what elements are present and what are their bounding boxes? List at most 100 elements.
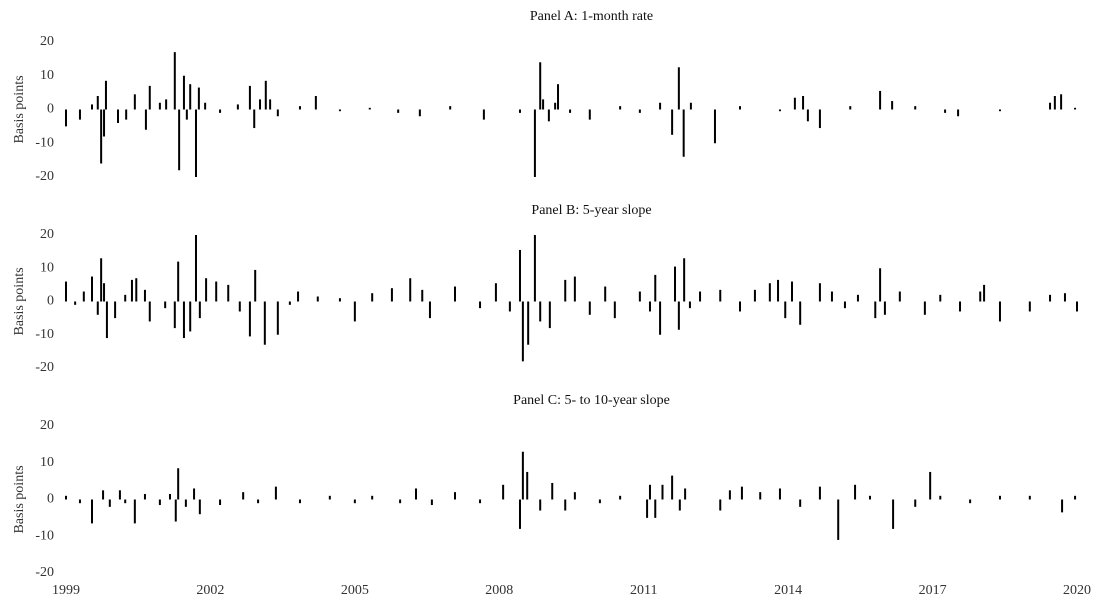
bar [539,62,542,110]
bar [100,109,103,164]
bar [177,261,180,302]
y-tick-label: 0 [47,492,54,507]
bar [979,291,982,302]
bar [518,249,521,302]
panel-title: Panel C: 5- to 10-year slope [513,393,670,408]
bar [613,301,616,319]
bar [494,283,497,302]
y-tick-label: -10 [35,135,54,150]
bar [684,488,687,500]
bar [421,289,424,302]
x-tick-label: 2005 [341,583,369,598]
bar [818,486,821,500]
bar [124,499,127,504]
bar [659,301,662,335]
bar [502,484,505,500]
x-tick-label: 2020 [1063,583,1091,598]
bar [799,499,802,507]
bar [108,499,111,507]
panel-title: Panel A: 1-month rate [530,9,653,24]
bar [104,80,107,110]
bar [130,279,133,302]
bar [390,288,393,302]
y-tick-label: 10 [40,260,54,275]
bar [316,296,319,302]
bar [242,492,245,500]
bar [143,289,146,302]
bar [521,301,524,362]
bar [269,99,272,110]
bar [371,293,374,302]
bar [883,301,886,315]
y-tick-label: -20 [35,169,54,184]
bar [198,301,201,319]
bar [254,269,257,302]
bar [90,104,93,110]
bar [527,301,530,345]
bar [671,109,674,135]
bar [205,278,208,302]
bar [353,499,356,504]
bar [263,301,266,345]
bar [688,301,691,309]
bar [189,84,192,110]
bar [65,495,67,500]
bar [1063,293,1066,302]
bar [638,109,641,113]
y-tick-label: -10 [35,528,54,543]
bar [173,301,176,329]
bar [573,492,576,500]
bar [158,102,161,110]
bar [682,109,685,157]
bar [90,276,93,302]
bar [557,84,560,110]
bar [276,109,279,117]
bar [219,499,222,506]
bar [148,85,151,110]
bar [777,279,780,302]
bar [264,80,267,110]
bar [588,109,591,120]
bar [182,301,185,339]
bar [1053,96,1056,110]
bar [719,289,722,302]
x-tick-label: 2014 [774,583,802,598]
bar [856,294,859,302]
bar [548,301,551,329]
bar [914,499,917,507]
bar [133,499,136,524]
bar [753,289,756,302]
bar [133,94,136,110]
bar [96,301,99,315]
bar [654,274,657,302]
bar [879,90,882,110]
bar [198,499,201,515]
bar [648,484,651,500]
bar [854,484,857,500]
bar [177,468,180,500]
panel-title: Panel B: 5-year slope [531,203,651,218]
bar [453,492,456,500]
bar [648,301,651,312]
bar [74,301,77,305]
bar [849,106,852,110]
bar [430,499,433,506]
bar [739,106,741,110]
bar [740,486,743,500]
bar [257,499,260,504]
bar [573,276,576,302]
bar [158,499,161,506]
bar [219,109,222,113]
bar [957,109,960,117]
bar [619,106,622,110]
bar [793,97,796,110]
bar [569,109,572,113]
bar [105,301,108,339]
bar [298,499,301,504]
bar [143,493,146,500]
bar [784,301,787,319]
bar [768,283,771,302]
bar [449,106,452,110]
bar [654,499,657,518]
